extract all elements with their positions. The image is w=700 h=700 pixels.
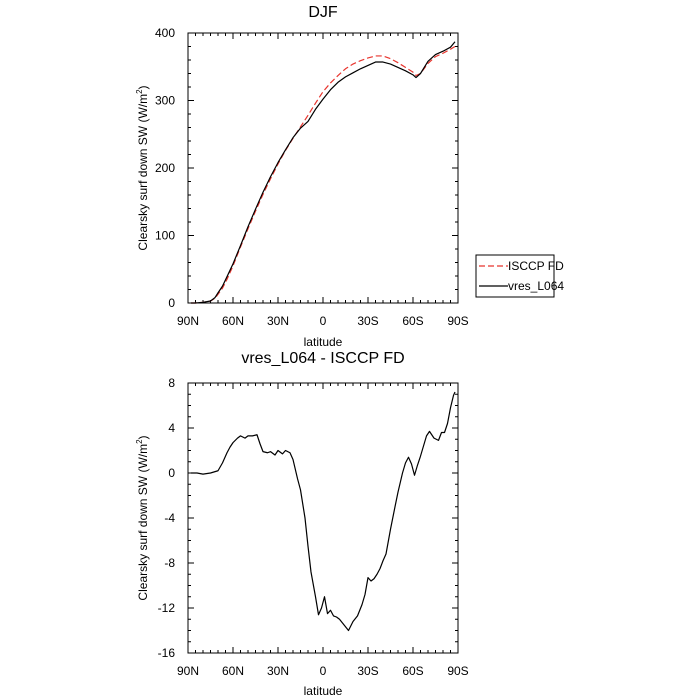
p1-x-tick-label: 60S xyxy=(402,664,423,678)
bottom-y-axis-label-main: Clearsky surf down SW (W/m xyxy=(136,444,150,601)
p1-x-tick-label: 30S xyxy=(357,664,378,678)
top-x-axis-label: latitude xyxy=(304,335,343,349)
p0-x-tick-label: 90N xyxy=(177,314,199,328)
bottom-chart-title: vres_L064 - ISCCP FD xyxy=(241,350,404,367)
bottom-y-axis-label-sup: 2 xyxy=(135,439,144,444)
bottom-tick-marks xyxy=(187,382,459,654)
legend-label-model: vres_L064 xyxy=(508,279,564,293)
p0-y-tick-label: 0 xyxy=(168,296,175,310)
bottom-plot-frame xyxy=(187,382,459,654)
p0-y-tick-label: 100 xyxy=(155,229,175,243)
p1-x-tick-label: 0 xyxy=(320,664,327,678)
top-panel: DJF 90N 60N 30N 0 30S 60S 90S 0 100 200 300 400 lat… xyxy=(135,4,564,349)
p0-x-tick-label: 60S xyxy=(402,314,423,328)
top-chart-title: DJF xyxy=(308,4,338,21)
p0-x-tick-label: 0 xyxy=(320,314,327,328)
p0-y-tick-label: 300 xyxy=(155,94,175,108)
p1-series-line-0 xyxy=(191,391,456,632)
legend-box xyxy=(475,254,555,298)
bottom-panel: vres_L064 - ISCCP FD 90N 60N 30N 0 30S 60S 90S… xyxy=(135,350,469,698)
top-tick-labels: 90N 60N 30N 0 30S 60S 90S 0 100 200 300 400 xyxy=(155,26,469,328)
p0-series-line-1 xyxy=(191,41,456,304)
top-series-layer xyxy=(191,41,456,304)
legend-label-isccp: ISCCP FD xyxy=(508,259,564,273)
p0-x-tick-label: 30S xyxy=(357,314,378,328)
p1-y-tick-label: -8 xyxy=(164,556,175,570)
bottom-tick-labels: 90N 60N 30N 0 30S 60S 90S 8 4 0 -4 -8 -12 -16 xyxy=(158,376,469,678)
top-y-axis-label-main: Clearsky surf down SW (W/m xyxy=(136,94,150,251)
p1-y-tick-label: -16 xyxy=(158,646,176,660)
p0-y-tick-label: 400 xyxy=(155,26,175,40)
p0-series-line-0 xyxy=(191,45,456,304)
legend: ISCCP FD vres_L064 xyxy=(475,254,564,298)
bottom-x-axis-label: latitude xyxy=(304,684,343,698)
bottom-y-axis-label-close: ) xyxy=(136,435,150,439)
p1-y-tick-label: 0 xyxy=(168,466,175,480)
p1-x-tick-label: 90N xyxy=(177,664,199,678)
p1-y-tick-label: 4 xyxy=(168,421,175,435)
p1-x-tick-label: 60N xyxy=(222,664,244,678)
top-y-axis-label-sup: 2 xyxy=(135,89,144,94)
p0-x-tick-label: 30N xyxy=(267,314,289,328)
top-plot-frame xyxy=(187,32,459,304)
bottom-y-axis-label: Clearsky surf down SW (W/m2) xyxy=(135,435,150,600)
top-y-axis-label-close: ) xyxy=(136,85,150,89)
p1-y-tick-label: 8 xyxy=(168,376,175,390)
p0-y-tick-label: 200 xyxy=(155,161,175,175)
p1-y-tick-label: -12 xyxy=(158,601,176,615)
p1-x-tick-label: 30N xyxy=(267,664,289,678)
p1-y-tick-label: -4 xyxy=(164,511,175,525)
p0-x-tick-label: 60N xyxy=(222,314,244,328)
p1-x-tick-label: 90S xyxy=(447,664,468,678)
top-y-axis-label: Clearsky surf down SW (W/m2) xyxy=(135,85,150,250)
bottom-series-layer xyxy=(191,391,456,632)
p0-x-tick-label: 90S xyxy=(447,314,468,328)
top-tick-marks xyxy=(187,32,459,304)
